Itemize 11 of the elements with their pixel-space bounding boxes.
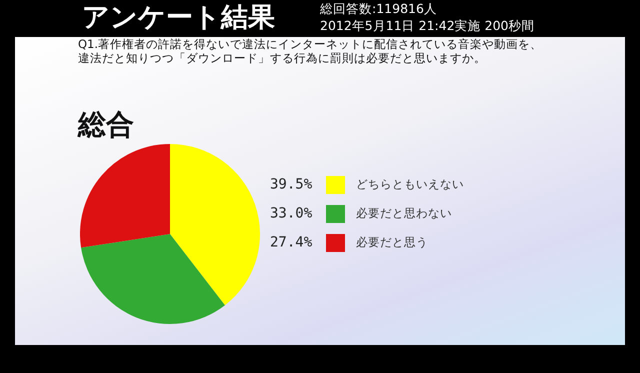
chart-title: アンケート結果 bbox=[82, 1, 275, 35]
text: 総合 bbox=[78, 107, 134, 143]
data-label: 39.5% bbox=[270, 176, 313, 193]
data-label: 33.0% bbox=[270, 206, 313, 222]
text: 2012年5月11日 21:42実施 200秒間 bbox=[320, 18, 534, 33]
data-label: 27.4% bbox=[270, 234, 313, 251]
legend-label: 必要だと思わない bbox=[356, 206, 452, 220]
chart-subtitle: Q1.著作権者の許諾を得ないで違法にインターネットに配信されている音楽や動画を、違法だと知りつつ「ダウンロード」する行為に罰則は必要だと思いますか。 bbox=[78, 37, 544, 65]
text: 総回答数:119816人 bbox=[320, 1, 437, 16]
legend-label: 必要だと思う bbox=[356, 234, 428, 249]
legend-label: どちらともいえない bbox=[356, 176, 464, 191]
